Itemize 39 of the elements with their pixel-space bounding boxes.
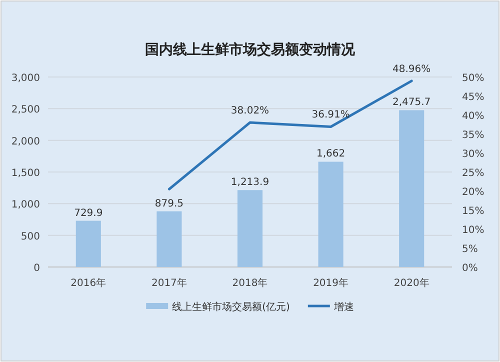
bar: [399, 110, 424, 267]
y2-tick-label: 25%: [462, 168, 484, 179]
y2-tick-label: 40%: [462, 111, 484, 122]
data-label: 1,662: [316, 148, 346, 160]
x-tick-label: 2018年: [232, 277, 268, 289]
data-label: 2,475.7: [392, 97, 431, 108]
data-label: 879.5: [154, 198, 184, 210]
x-tick-label: 2016年: [70, 277, 106, 289]
y-tick-label: 2,000: [11, 136, 40, 148]
y2-tick-label: 0%: [462, 263, 478, 274]
y2-tick-label: 50%: [462, 73, 484, 84]
x-tick-label: 2020年: [394, 277, 430, 289]
y-tick-label: 0: [34, 263, 40, 274]
y-tick-label: 1,500: [11, 168, 40, 179]
data-label: 48.96%: [392, 64, 431, 75]
chart-title: 国内线上生鲜市场交易额变动情况: [145, 41, 356, 58]
y2-tick-label: 20%: [462, 187, 484, 198]
legend-label: 线上生鲜市场交易额(亿元): [172, 301, 290, 313]
data-label: 38.02%: [230, 106, 270, 117]
y2-tick-label: 45%: [462, 92, 484, 103]
x-tick-label: 2017年: [151, 277, 187, 289]
y-tick-label: 500: [20, 231, 40, 242]
data-label: 1,213.9: [230, 177, 270, 188]
data-label: 36.91%: [312, 110, 350, 121]
y2-tick-label: 5%: [462, 244, 478, 255]
y-tick-label: 3,000: [11, 73, 40, 84]
y2-tick-label: 30%: [462, 149, 484, 160]
bar: [76, 220, 101, 267]
y2-tick-label: 35%: [462, 130, 484, 141]
x-tick-label: 2019年: [313, 277, 349, 289]
y2-tick-label: 15%: [462, 206, 484, 217]
data-label: 729.9: [74, 208, 103, 219]
bar: [156, 211, 182, 267]
y-tick-label: 2,500: [11, 104, 40, 116]
y-tick-label: 1,000: [11, 200, 40, 211]
legend-label: 增速: [332, 301, 354, 313]
bar: [237, 190, 263, 267]
y2-tick-label: 10%: [462, 225, 484, 236]
bar: [318, 162, 344, 267]
